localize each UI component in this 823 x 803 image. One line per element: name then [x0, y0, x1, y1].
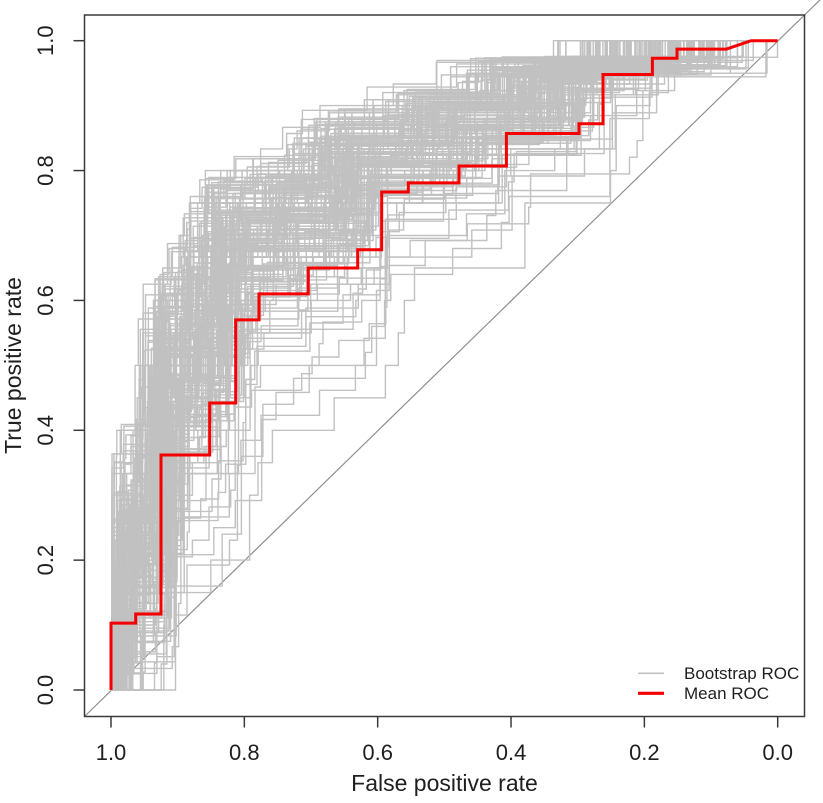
x-axis-title: False positive rate	[351, 770, 538, 796]
legend-mean-label: Mean ROC	[684, 684, 769, 703]
bootstrap-roc-curve	[111, 40, 778, 691]
x-tick-label: 0.2	[629, 740, 660, 765]
bootstrap-roc-curve	[111, 40, 778, 691]
bootstrap-roc-curve	[111, 40, 778, 691]
mean-roc-curve	[109, 39, 778, 690]
bootstrap-roc-curve	[111, 40, 778, 691]
bootstrap-roc-curve	[111, 40, 778, 691]
y-tick-label: 1.0	[33, 25, 58, 56]
x-tick-label: 0.4	[496, 740, 527, 765]
x-tick-label: 0.0	[762, 740, 793, 765]
bootstrap-roc-curve	[111, 40, 778, 691]
bootstrap-roc-curve	[111, 40, 778, 691]
y-tick-label: 0.2	[33, 545, 58, 576]
y-tick-label: 0.4	[33, 415, 58, 446]
bootstrap-roc-curve	[111, 40, 778, 691]
y-tick-label: 0.8	[33, 155, 58, 186]
bootstrap-roc-curve	[111, 40, 778, 691]
bootstrap-roc-curves-layer	[111, 40, 779, 691]
bootstrap-roc-curve	[111, 40, 778, 691]
bootstrap-roc-curve	[111, 40, 778, 691]
bootstrap-roc-curve	[111, 40, 778, 691]
x-axis-ticks: 1.0 0.8 0.6 0.4 0.2 0.0	[96, 716, 793, 765]
y-axis-title: True positive rate	[0, 277, 26, 454]
chance-diagonal-line	[84, 0, 821, 717]
x-tick-label: 0.8	[229, 740, 260, 765]
y-axis-ticks: 0.0 0.2 0.4 0.6 0.8 1.0	[33, 25, 85, 705]
bootstrap-roc-curve	[111, 40, 778, 691]
plot-frame	[83, 14, 806, 718]
y-tick-label: 0.6	[33, 285, 58, 316]
bootstrap-roc-curve	[111, 40, 778, 691]
bootstrap-roc-curve	[111, 40, 778, 691]
legend-bootstrap-label: Bootstrap ROC	[684, 664, 799, 683]
bootstrap-roc-curve	[111, 40, 778, 691]
bootstrap-roc-curve	[111, 40, 778, 691]
x-tick-label: 0.6	[362, 740, 393, 765]
legend: Bootstrap ROC Mean ROC	[638, 664, 799, 703]
x-tick-label: 1.0	[96, 740, 127, 765]
y-tick-label: 0.0	[33, 675, 58, 706]
bootstrap-roc-curve	[111, 40, 778, 691]
